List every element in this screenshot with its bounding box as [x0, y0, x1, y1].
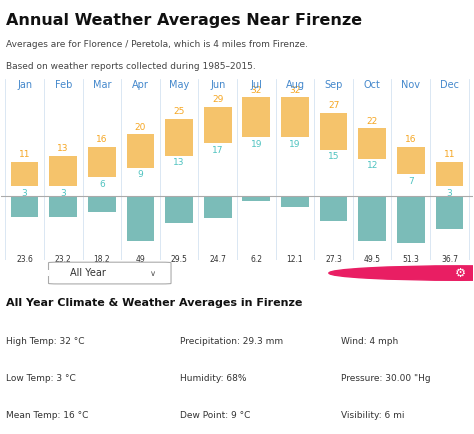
Bar	[204, 107, 232, 144]
Bar	[358, 128, 386, 159]
Text: 19: 19	[289, 140, 301, 149]
Text: Wind: 4 mph: Wind: 4 mph	[341, 337, 398, 346]
Bar	[281, 196, 309, 207]
Text: 7: 7	[408, 177, 414, 186]
Bar	[49, 196, 77, 217]
Text: May: May	[169, 80, 189, 90]
Text: 9: 9	[137, 171, 143, 180]
Text: Jul: Jul	[250, 80, 262, 90]
Bar	[319, 196, 347, 221]
Text: Based on weather reports collected during 1985–2015.: Based on weather reports collected durin…	[6, 62, 256, 71]
Text: Feb: Feb	[55, 80, 72, 90]
Text: 23.2: 23.2	[55, 255, 72, 263]
Text: Pressure: 30.00 "Hg: Pressure: 30.00 "Hg	[341, 374, 430, 383]
Text: Visibility: 6 mi: Visibility: 6 mi	[341, 411, 404, 420]
Text: 16: 16	[405, 135, 417, 144]
Text: 27.3: 27.3	[325, 255, 342, 263]
Bar	[358, 196, 386, 241]
Bar	[88, 147, 116, 177]
Bar	[10, 162, 38, 187]
Text: 12.1: 12.1	[287, 255, 303, 263]
Text: Jan: Jan	[17, 80, 32, 90]
Bar	[242, 97, 270, 137]
Text: Sep: Sep	[324, 80, 343, 90]
Bar	[397, 147, 425, 174]
Text: Oct: Oct	[364, 80, 381, 90]
Text: 32: 32	[289, 86, 301, 95]
Text: 24.7: 24.7	[209, 255, 226, 263]
Text: Showing:: Showing:	[11, 268, 65, 278]
Bar	[436, 196, 464, 230]
Text: 27: 27	[328, 101, 339, 110]
Text: 29.5: 29.5	[171, 255, 188, 263]
Text: 3: 3	[60, 189, 66, 198]
FancyBboxPatch shape	[48, 262, 171, 284]
Text: 19: 19	[251, 140, 262, 149]
Bar	[165, 119, 193, 156]
Text: 17: 17	[212, 146, 223, 155]
Text: Mar: Mar	[92, 80, 111, 90]
Bar	[397, 196, 425, 243]
Text: 49: 49	[136, 255, 146, 263]
Text: Averages are for Florence / Peretola, which is 4 miles from Firenze.: Averages are for Florence / Peretola, wh…	[6, 40, 308, 49]
Text: Jun: Jun	[210, 80, 225, 90]
Text: 16: 16	[96, 135, 108, 144]
Bar	[49, 156, 77, 187]
Text: 11: 11	[19, 151, 30, 159]
Text: Low Temp: 3 °C: Low Temp: 3 °C	[6, 374, 76, 383]
Text: 49.5: 49.5	[364, 255, 381, 263]
Text: High Temp: 32 °C: High Temp: 32 °C	[6, 337, 84, 346]
Text: 23.6: 23.6	[16, 255, 33, 263]
Text: 25: 25	[173, 108, 185, 116]
Text: 15: 15	[328, 152, 339, 161]
Text: 51.3: 51.3	[402, 255, 419, 263]
Text: 6.2: 6.2	[250, 255, 262, 263]
Bar	[127, 134, 155, 168]
Text: 13: 13	[57, 144, 69, 153]
Bar	[281, 97, 309, 137]
Bar	[10, 196, 38, 217]
Text: 20: 20	[135, 123, 146, 132]
Text: 11: 11	[444, 151, 455, 159]
Text: 12: 12	[366, 161, 378, 170]
Text: 18.2: 18.2	[93, 255, 110, 263]
Text: 3: 3	[447, 189, 452, 198]
Text: Precipitation: 29.3 mm: Precipitation: 29.3 mm	[181, 337, 283, 346]
Text: Dec: Dec	[440, 80, 459, 90]
Text: 6: 6	[99, 180, 105, 189]
Text: 29: 29	[212, 95, 223, 104]
Text: All Year: All Year	[70, 268, 106, 278]
Bar	[204, 196, 232, 218]
Text: Nov: Nov	[401, 80, 420, 90]
Text: 3: 3	[22, 189, 27, 198]
Text: 22: 22	[366, 117, 378, 126]
Text: Dew Point: 9 °C: Dew Point: 9 °C	[181, 411, 251, 420]
Bar	[127, 196, 155, 241]
Text: ⚙: ⚙	[455, 266, 466, 279]
Text: Mean Temp: 16 °C: Mean Temp: 16 °C	[6, 411, 89, 420]
Text: 32: 32	[251, 86, 262, 95]
Circle shape	[329, 266, 474, 280]
Text: Annual Weather Averages Near Firenze: Annual Weather Averages Near Firenze	[6, 13, 362, 28]
Bar	[88, 196, 116, 212]
Bar	[165, 196, 193, 223]
Text: All Year Climate & Weather Averages in Firenze: All Year Climate & Weather Averages in F…	[6, 298, 302, 308]
Text: Aug: Aug	[285, 80, 304, 90]
Bar	[242, 196, 270, 201]
Text: 36.7: 36.7	[441, 255, 458, 263]
Text: Apr: Apr	[132, 80, 149, 90]
Text: 13: 13	[173, 158, 185, 167]
Text: Humidity: 68%: Humidity: 68%	[181, 374, 247, 383]
Bar	[319, 113, 347, 150]
Bar	[436, 162, 464, 187]
Text: ∨: ∨	[150, 269, 156, 278]
